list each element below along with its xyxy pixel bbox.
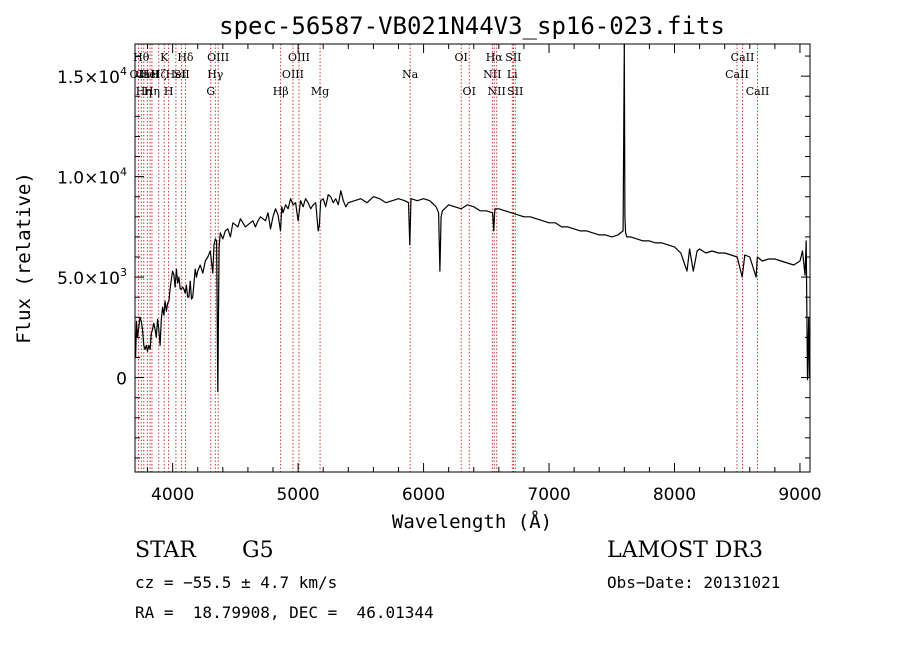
x-tick-label: 6000 xyxy=(402,485,445,505)
spectral-line-label: H xyxy=(164,85,174,98)
spectral-line-label: CaII xyxy=(746,85,770,98)
y-tick-label: 0 xyxy=(116,370,127,390)
spectral-line-label: HeI xyxy=(166,68,186,81)
spectral-line-label: Hζ xyxy=(151,68,167,81)
x-tick-label: 4000 xyxy=(151,485,194,505)
spectral-line-label: Hη xyxy=(144,85,160,98)
y-tick-label: 1.5×104 xyxy=(57,65,127,88)
object-class: STAR xyxy=(135,538,196,563)
spectral-line-label: Hη xyxy=(136,85,152,98)
y-tick-label: 1.0×104 xyxy=(57,166,127,189)
x-axis-label: Wavelength (Å) xyxy=(392,510,552,533)
redshift-cz: cz = −55.5 ± 4.7 km/s xyxy=(135,573,338,592)
spectral-line-label: NII xyxy=(483,68,501,81)
x-axis-ticks: 4000 5000 6000 7000 8000 9000 xyxy=(147,44,822,505)
plot-frame xyxy=(134,43,811,473)
y-tick-label: 5.0×103 xyxy=(57,266,127,289)
spectral-line-label: Hγ xyxy=(207,68,224,81)
spectral-line-label: CaII xyxy=(135,68,159,81)
coordinates: RA = 18.79908, DEC = 46.01344 xyxy=(135,603,434,622)
spectral-line-markers xyxy=(137,44,759,472)
spectral-line-label: Hα xyxy=(486,51,504,64)
spectral-line-label: SII xyxy=(505,51,521,64)
spectral-line-label: HeI xyxy=(140,68,160,81)
spectral-line-label: CaII xyxy=(725,68,749,81)
x-tick-label: 5000 xyxy=(276,485,319,505)
chart-title: spec-56587-VB021N44V3_sp16-023.fits xyxy=(219,12,725,40)
series-line-spectrum xyxy=(135,43,810,393)
spectral-line-label: SII xyxy=(174,68,190,81)
spectral-line-label: OIII xyxy=(207,51,229,64)
x-tick-label: 9000 xyxy=(778,485,821,505)
y-axis-ticks: 0 5.0×103 1.0×104 1.5×104 xyxy=(57,55,810,459)
spectral-line-label: NII xyxy=(488,85,506,98)
spectral-line-label: G xyxy=(206,85,215,98)
spectral-line-label: OIII xyxy=(282,68,304,81)
object-subclass: G5 xyxy=(242,538,274,563)
spectral-line-label: Hδ xyxy=(177,51,194,64)
spectral-line-label: Li xyxy=(507,68,518,81)
survey-name: LAMOST DR3 xyxy=(607,538,763,563)
y-axis-label: Flux (relative) xyxy=(13,172,35,344)
spectral-line-label: OI xyxy=(455,51,468,64)
x-tick-label: 8000 xyxy=(653,485,696,505)
spectral-line-labels: OIIHθHηCaIIHeIHηHζKHHeISIIHδGHγOIIIHβOII… xyxy=(130,51,770,98)
spectral-line-label: OI xyxy=(463,85,476,98)
spectral-line-label: Mg xyxy=(311,85,329,98)
spectral-line-label: SII xyxy=(507,85,523,98)
spectral-line-label: K xyxy=(160,51,169,64)
spectral-line-label: Hβ xyxy=(273,85,289,98)
x-tick-label: 7000 xyxy=(527,485,570,505)
spectral-line-label: Na xyxy=(402,68,419,81)
observation-date: Obs−Date: 20131021 xyxy=(607,573,781,592)
spectral-line-label: OII xyxy=(130,68,148,81)
spectral-line-label: Hθ xyxy=(133,51,150,64)
spectral-line-label: OIII xyxy=(288,51,310,64)
spectral-line-label: CaII xyxy=(731,51,755,64)
